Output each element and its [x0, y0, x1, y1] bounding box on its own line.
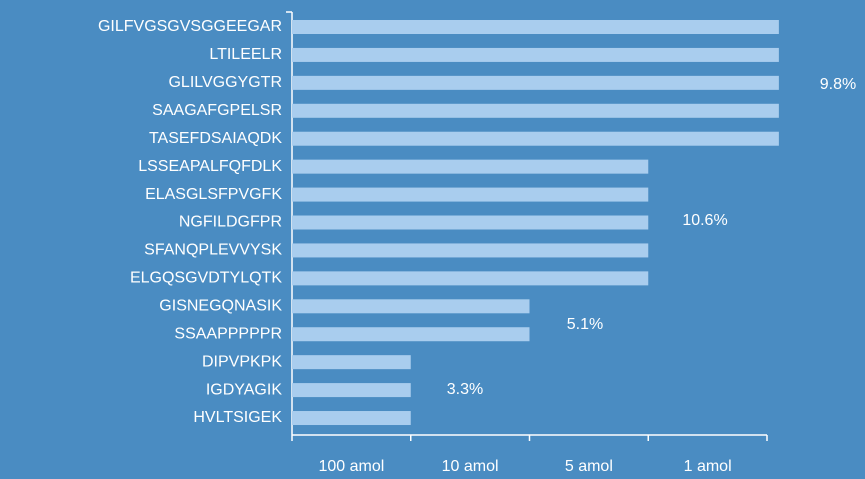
x-tick-label: 100 amol [318, 458, 384, 475]
y-tick-label: DIPVPKPK [202, 353, 282, 370]
y-tick-label: SAAGAFGPELSR [152, 102, 282, 119]
y-tick-label: GISNEGQNASIK [159, 298, 282, 315]
y-tick-label: IGDYAGIK [206, 381, 282, 398]
bar [292, 159, 649, 174]
y-tick-label: LSSEAPALFQFDLK [138, 158, 282, 175]
y-tick-label: HVLTSIGEK [193, 409, 282, 426]
annotation: 10.6% [682, 212, 727, 229]
y-tick-label: TASEFDSAIAQDK [149, 130, 282, 147]
x-tick-label: 1 amol [684, 458, 732, 475]
bar [292, 327, 530, 342]
bar [292, 131, 779, 146]
x-tick-label: 5 amol [565, 458, 613, 475]
annotation: 9.8% [820, 76, 856, 93]
y-tick-label: LTILEELR [209, 46, 282, 63]
y-tick-label: ELASGLSFPVGFK [145, 186, 282, 203]
y-tick-label: GLILVGGYGTR [168, 74, 282, 91]
bar [292, 103, 779, 118]
y-tick-label: NGFILDGFPR [179, 214, 282, 231]
y-tick-label: ELGQSGVDTYLQTK [130, 270, 282, 287]
y-tick-label: SFANQPLEVVYSK [144, 242, 282, 259]
bar [292, 299, 530, 314]
bar [292, 187, 649, 202]
bar [292, 215, 649, 230]
bar [292, 355, 411, 370]
bar [292, 20, 779, 34]
y-tick-label: GILFVGSGVSGGEEGAR [98, 18, 282, 35]
annotation: 5.1% [567, 316, 603, 333]
bar [292, 243, 649, 258]
bar [292, 271, 649, 286]
bar [292, 383, 411, 398]
bar [292, 411, 411, 426]
y-tick-label: SSAAPPPPPR [174, 325, 282, 342]
x-tick-label: 10 amol [442, 458, 499, 475]
bar [292, 47, 779, 62]
annotation: 3.3% [447, 381, 483, 398]
bar [292, 75, 779, 90]
